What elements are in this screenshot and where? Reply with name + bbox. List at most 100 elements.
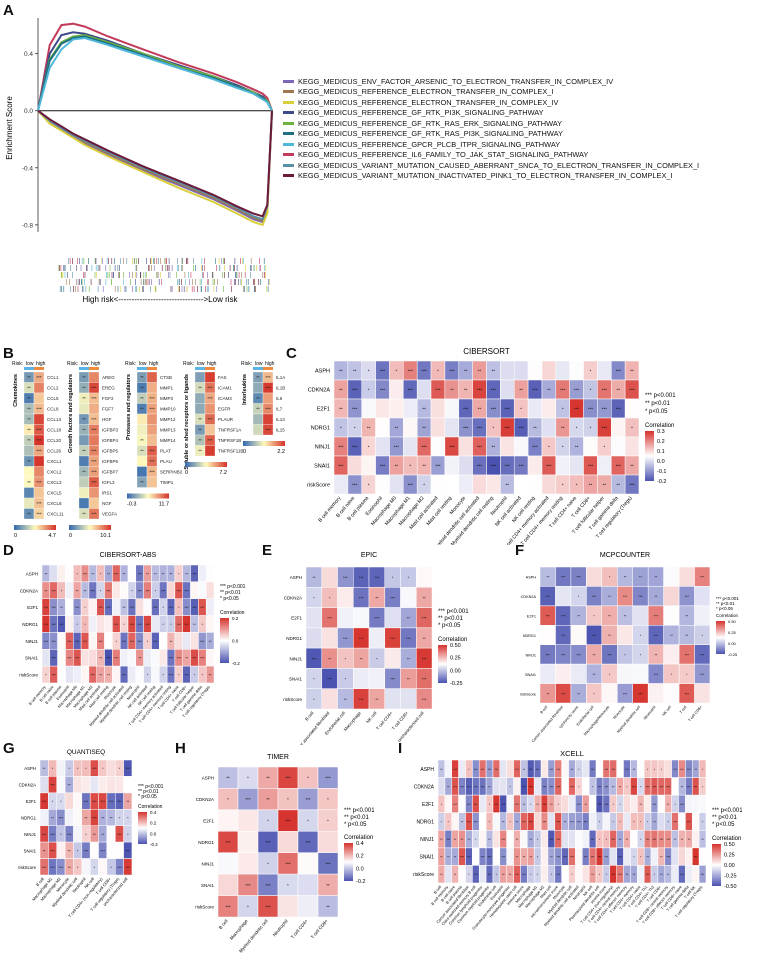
heat-cell [586,566,603,587]
sig-mark: ** [76,589,79,593]
sig-mark: ** [653,821,656,825]
risk-header-low: low [139,361,147,367]
heat-cell [513,436,529,457]
heat-cell [569,455,584,476]
heat-cell [81,776,91,794]
heat-cell [33,382,45,394]
sig-mark: * [619,803,621,807]
sig-mark: *** [673,821,677,825]
sig-mark: ** [478,407,482,412]
colorbar-title: Correlation [438,637,467,643]
heat-cell [506,830,514,849]
sig-mark: *** [611,768,615,772]
sig-mark: ** [110,817,113,821]
sig-mark: * [94,866,96,870]
sig-mark: ** [523,856,526,860]
sig-mark: ** [509,873,512,877]
heat-cell [403,398,418,419]
sig-mark: * [619,821,621,825]
heat-cell [146,371,158,383]
gsea-legend-label: KEGG_MEDICUS_REFERENCE_GPCR_PLCB_ITPR_SI… [298,139,561,149]
colorbar-tick: 0.0 [356,866,364,872]
sig-mark: ** [447,785,450,789]
sig-mark: *** [515,873,519,877]
heat-cell [78,434,90,446]
sig-mark: *** [36,407,42,412]
heat-cell [33,392,45,404]
sig-mark: * [61,589,63,593]
sig-mark: * [590,388,592,393]
sig-mark: *** [625,768,629,772]
heat-cell [540,759,549,778]
sig-mark: *** [75,640,80,644]
sig-mark: * [345,656,347,661]
sig-mark: *** [169,674,174,678]
heat-cell [136,466,148,478]
sig-mark: *** [488,856,492,860]
heat-cell [123,776,133,794]
sig-mark: ** [27,375,31,380]
sig-mark: *** [408,369,414,374]
heat-cell [650,847,659,866]
gsea-series-line [37,34,273,112]
sig-mark: *** [122,640,127,644]
sig-mark: ** [575,445,579,450]
sig-mark: *** [685,595,690,599]
sig-mark: *** [453,768,457,772]
sig-mark: *** [598,803,602,807]
sig-mark: *** [536,768,540,772]
sig-mark: *** [550,768,554,772]
colorbar-min: 0 [69,533,72,539]
column-label: NK cell [583,885,594,897]
heat-cell [527,474,543,495]
sig-mark: *** [638,595,643,599]
heat-cell [89,776,99,794]
sig-mark: *** [130,640,135,644]
colorbar-max: 2.2 [277,449,285,455]
colorbar-tick: 0.50 [450,643,461,649]
heat-cell [73,825,83,843]
gene-label: CXCL1 [47,459,62,464]
row-label: E2F1 [203,819,214,824]
sig-mark: *** [138,572,143,576]
heat-cell [57,564,66,583]
sig-mark: *** [92,817,97,821]
gene-label: IL1A [276,375,285,380]
sig-mark: *** [265,840,270,845]
gsea-legend-item: KEGG_MEDICUS_REFERENCE_ELECTRON_TRANSFER… [283,87,699,98]
gene-label: IL1B [276,386,285,391]
gsea-legend: KEGG_MEDICUS_ENV_FACTOR_ARSENIC_TO_ELECT… [283,76,699,181]
heat-cell [182,632,191,650]
colorbar-tick: 0.0 [150,831,157,836]
sig-mark: *** [592,595,597,599]
sig-mark: ** [27,396,31,401]
sig-mark: * [551,873,553,877]
heat-cell [520,830,528,849]
heat-cell [575,847,583,866]
column-label: T cell CD4+ [290,918,309,940]
sig-mark: *** [149,449,155,454]
sig-mark: *** [495,768,499,772]
heat-cell [98,776,108,794]
sig-mark: *** [556,856,560,860]
sig-mark: ** [407,616,411,621]
heat-cell [458,474,473,495]
colorbar-max: 7.2 [219,470,227,476]
sig-mark: ** [546,576,549,580]
sig-mark: *** [91,470,97,475]
sig-mark: * [510,821,512,825]
sig-mark: *** [463,426,469,431]
sig-mark: *** [44,606,49,610]
gsea-legend-item: KEGG_MEDICUS_REFERENCE_GPCR_PLCB_ITPR_SI… [283,139,699,150]
sig-mark: ** [375,595,379,600]
heat-cell [499,759,507,778]
heat-cell [174,632,183,650]
sig-legend: *** p<0.001 [220,584,246,590]
sig-mark: ** [593,673,596,677]
sig-mark: *** [312,656,317,661]
sig-mark: ** [82,449,86,454]
heat-cell [582,759,590,778]
heat-cell [678,812,686,831]
sig-mark: * [537,856,539,860]
